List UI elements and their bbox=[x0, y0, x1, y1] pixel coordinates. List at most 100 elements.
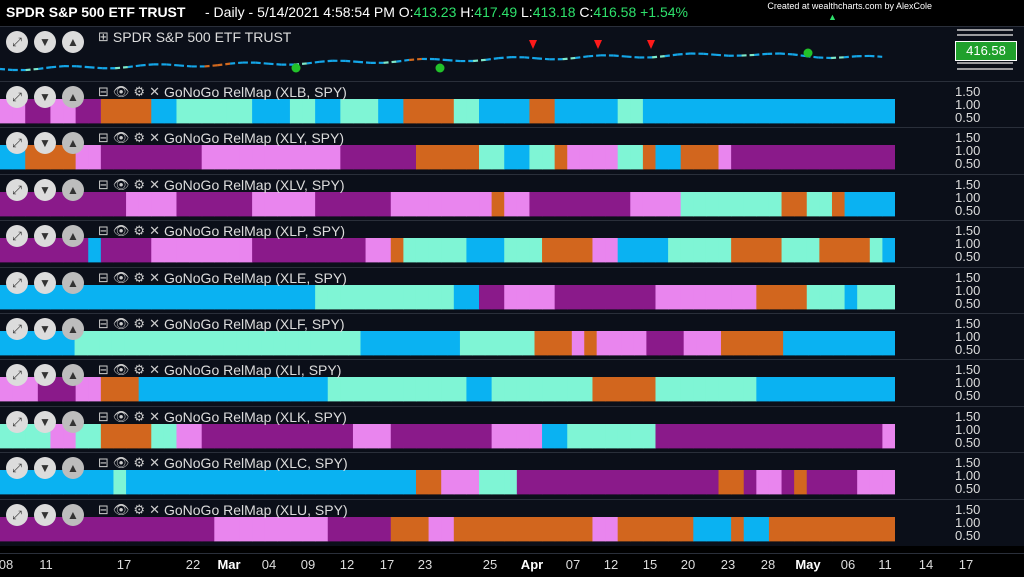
heatmap-cell bbox=[403, 470, 416, 494]
eye-icon[interactable]: 👁 bbox=[113, 223, 130, 239]
collapse-box-icon[interactable]: ⊟ bbox=[98, 130, 109, 146]
close-icon[interactable]: ✕ bbox=[149, 223, 160, 239]
close-icon[interactable]: ✕ bbox=[149, 316, 160, 332]
gear-icon[interactable]: ⚙ bbox=[133, 270, 145, 286]
move-up-icon[interactable]: ▲ bbox=[62, 225, 84, 247]
move-down-icon[interactable]: ▼ bbox=[34, 411, 56, 433]
move-up-icon[interactable]: ▲ bbox=[62, 272, 84, 294]
gear-icon[interactable]: ⚙ bbox=[133, 130, 145, 146]
heatmap-cell bbox=[176, 377, 189, 401]
heatmap-cell bbox=[277, 424, 290, 448]
move-down-icon[interactable]: ▼ bbox=[34, 318, 56, 340]
close-icon[interactable]: ✕ bbox=[149, 130, 160, 146]
heatmap-cell bbox=[668, 517, 681, 541]
eye-icon[interactable]: 👁 bbox=[113, 84, 130, 100]
collapse-box-icon[interactable]: ⊟ bbox=[98, 409, 109, 425]
collapse-box-icon[interactable]: ⊟ bbox=[98, 502, 109, 518]
heatmap-cell bbox=[782, 238, 795, 262]
heatmap-cell bbox=[807, 192, 820, 216]
heatmap-cell bbox=[882, 517, 895, 541]
heatmap-cell bbox=[112, 331, 125, 355]
collapse-box-icon[interactable]: ⊟ bbox=[98, 84, 109, 100]
gear-icon[interactable]: ⚙ bbox=[133, 455, 145, 471]
x-tick-label: 14 bbox=[919, 557, 933, 572]
gear-icon[interactable]: ⚙ bbox=[133, 177, 145, 193]
expand-icon[interactable]: ⤢ bbox=[6, 318, 28, 340]
heatmap-cell bbox=[882, 145, 895, 169]
heatmap-cell bbox=[101, 424, 114, 448]
eye-icon[interactable]: 👁 bbox=[113, 130, 130, 146]
y-tick-label: 0.50 bbox=[955, 110, 980, 125]
move-up-icon[interactable]: ▲ bbox=[62, 86, 84, 108]
eye-icon[interactable]: 👁 bbox=[113, 270, 130, 286]
heatmap-cell bbox=[460, 331, 473, 355]
close-icon[interactable]: ✕ bbox=[149, 502, 160, 518]
eye-icon[interactable]: 👁 bbox=[113, 409, 130, 425]
heatmap-cell bbox=[416, 99, 429, 123]
gear-icon[interactable]: ⚙ bbox=[133, 502, 145, 518]
gear-icon[interactable]: ⚙ bbox=[133, 362, 145, 378]
move-down-icon[interactable]: ▼ bbox=[34, 132, 56, 154]
expand-icon[interactable]: ⤢ bbox=[6, 179, 28, 201]
expand-icon[interactable]: ⤢ bbox=[6, 457, 28, 479]
heatmap-cell bbox=[832, 424, 845, 448]
close-icon[interactable]: ✕ bbox=[149, 455, 160, 471]
eye-icon[interactable]: 👁 bbox=[113, 316, 130, 332]
expand-icon[interactable]: ⤢ bbox=[6, 504, 28, 526]
close-icon[interactable]: ✕ bbox=[149, 177, 160, 193]
gear-icon[interactable]: ⚙ bbox=[133, 409, 145, 425]
eye-icon[interactable]: 👁 bbox=[113, 502, 130, 518]
x-tick-label: 07 bbox=[566, 557, 580, 572]
move-up-icon[interactable]: ▲ bbox=[62, 318, 84, 340]
heatmap-cell bbox=[592, 424, 605, 448]
move-down-icon[interactable]: ▼ bbox=[34, 225, 56, 247]
eye-icon[interactable]: 👁 bbox=[113, 362, 130, 378]
heatmap-cell bbox=[298, 331, 311, 355]
gear-icon[interactable]: ⚙ bbox=[133, 316, 145, 332]
move-down-icon[interactable]: ▼ bbox=[34, 86, 56, 108]
close-icon[interactable]: ✕ bbox=[149, 362, 160, 378]
close-icon[interactable]: ✕ bbox=[149, 409, 160, 425]
move-up-icon[interactable]: ▲ bbox=[62, 364, 84, 386]
move-down-icon[interactable]: ▼ bbox=[34, 504, 56, 526]
collapse-box-icon[interactable]: ⊟ bbox=[98, 316, 109, 332]
close-icon[interactable]: ✕ bbox=[149, 270, 160, 286]
move-down-icon[interactable]: ▼ bbox=[34, 457, 56, 479]
heatmap-cell bbox=[429, 192, 442, 216]
expand-icon[interactable]: ⤢ bbox=[6, 225, 28, 247]
move-up-icon[interactable]: ▲ bbox=[62, 132, 84, 154]
collapse-box-icon[interactable]: ⊟ bbox=[98, 270, 109, 286]
move-up-icon[interactable]: ▲ bbox=[62, 411, 84, 433]
expand-icon[interactable]: ⤢ bbox=[6, 364, 28, 386]
expand-icon[interactable]: ⤢ bbox=[6, 86, 28, 108]
heatmap-cell bbox=[353, 99, 366, 123]
heatmap-cell bbox=[693, 192, 706, 216]
price-segment bbox=[320, 61, 333, 62]
expand-icon[interactable]: ⤢ bbox=[6, 272, 28, 294]
collapse-box-icon[interactable]: ⊟ bbox=[98, 223, 109, 239]
move-up-icon[interactable]: ▲ bbox=[62, 179, 84, 201]
move-down-icon[interactable]: ▼ bbox=[34, 179, 56, 201]
collapse-box-icon[interactable]: ⊟ bbox=[98, 455, 109, 471]
heatmap-cell bbox=[139, 470, 152, 494]
collapse-box-icon[interactable]: ⊟ bbox=[98, 177, 109, 193]
move-up-icon[interactable]: ▲ bbox=[62, 504, 84, 526]
heatmap-cell bbox=[857, 192, 870, 216]
eye-icon[interactable]: 👁 bbox=[113, 177, 130, 193]
heatmap-cell bbox=[202, 99, 215, 123]
heatmap-cell bbox=[542, 238, 555, 262]
move-up-icon[interactable]: ▲ bbox=[62, 457, 84, 479]
heatmap-cell bbox=[211, 331, 224, 355]
gear-icon[interactable]: ⚙ bbox=[133, 84, 145, 100]
price-segment bbox=[869, 56, 882, 57]
expand-icon[interactable]: ⤢ bbox=[6, 411, 28, 433]
heatmap-cell bbox=[592, 470, 605, 494]
collapse-box-icon[interactable]: ⊟ bbox=[98, 362, 109, 378]
expand-icon[interactable]: ⤢ bbox=[6, 132, 28, 154]
close-icon[interactable]: ✕ bbox=[149, 84, 160, 100]
eye-icon[interactable]: 👁 bbox=[113, 455, 130, 471]
gear-icon[interactable]: ⚙ bbox=[133, 223, 145, 239]
move-down-icon[interactable]: ▼ bbox=[34, 272, 56, 294]
move-down-icon[interactable]: ▼ bbox=[34, 364, 56, 386]
